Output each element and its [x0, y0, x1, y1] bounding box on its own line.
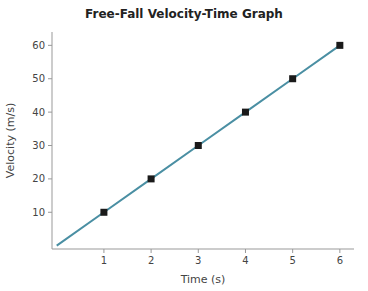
y-tick [48, 112, 52, 113]
x-tick-label: 3 [195, 255, 201, 266]
y-tick [48, 212, 52, 213]
y-tick-label: 50 [32, 73, 45, 84]
y-tick [48, 78, 52, 79]
x-tick [292, 249, 293, 253]
data-marker [242, 109, 249, 116]
x-tick [103, 249, 104, 253]
x-axis-label: Time (s) [180, 273, 226, 286]
x-tick-label: 4 [242, 255, 248, 266]
chart-title: Free-Fall Velocity-Time Graph [85, 7, 283, 21]
x-tick-label: 6 [337, 255, 343, 266]
data-marker [289, 75, 296, 82]
y-tick-label: 20 [32, 173, 45, 184]
y-axis-label: Velocity (m/s) [4, 103, 17, 178]
y-tick-label: 40 [32, 107, 45, 118]
data-line [57, 45, 340, 245]
chart-container: Free-Fall Velocity-Time Graph 1 2 3 4 5 6 10 20 3… [0, 0, 368, 291]
y-tick-label: 10 [32, 207, 45, 218]
x-tick-label: 2 [148, 255, 154, 266]
y-tick [48, 178, 52, 179]
data-marker [148, 175, 155, 182]
x-tick [198, 249, 199, 253]
x-tick [151, 249, 152, 253]
y-tick [48, 145, 52, 146]
x-tick [245, 249, 246, 253]
plot-area [57, 42, 344, 246]
x-tick-label: 1 [101, 255, 107, 266]
x-tick [339, 249, 340, 253]
y-tick [48, 45, 52, 46]
y-tick-label: 30 [32, 140, 45, 151]
data-marker [195, 142, 202, 149]
x-tick-label: 5 [289, 255, 295, 266]
x-axis-line [52, 249, 354, 250]
y-tick-label: 60 [32, 40, 45, 51]
data-marker [100, 209, 107, 216]
data-marker [336, 42, 343, 49]
y-axis-line [52, 32, 53, 249]
chart-svg: Free-Fall Velocity-Time Graph 1 2 3 4 5 6 10 20 3… [0, 0, 368, 291]
